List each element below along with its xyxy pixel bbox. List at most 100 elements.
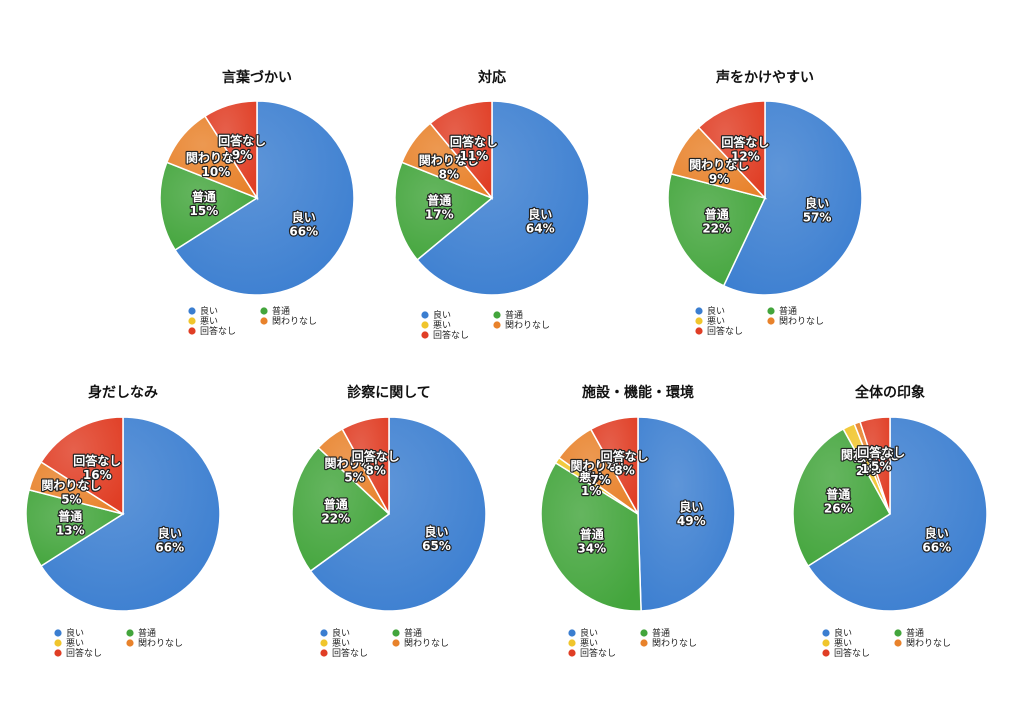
legend-label-bad: 悪い	[200, 316, 218, 327]
chart-title: 全体の印象	[854, 384, 925, 401]
legend-swatch-normal	[894, 629, 902, 637]
legend-label-not-involved: 関わりなし	[138, 638, 183, 649]
legend-label-good: 良い	[332, 627, 350, 639]
pie-slice-no-answer	[589, 416, 639, 517]
slice-label-good: 良い 64%	[526, 207, 555, 236]
legend-swatch-not-involved	[894, 639, 902, 647]
legend-swatch-normal	[126, 629, 134, 637]
legend-swatch-good	[695, 307, 703, 315]
legend-label-normal: 普通	[138, 627, 156, 639]
legend-label-bad: 悪い	[580, 638, 598, 649]
slice-label-normal: 普通 15%	[190, 189, 219, 218]
pie-slice-good	[722, 100, 863, 296]
slice-label-normal: 普通 26%	[824, 487, 853, 516]
legend-label-normal: 普通	[906, 627, 924, 639]
legend-swatch-normal	[767, 307, 775, 315]
slice-label-not-involved: 関わりなし 5%	[324, 457, 384, 485]
legend-label-no-answer: 回答なし	[332, 647, 368, 659]
legend-label-good: 良い	[834, 627, 852, 639]
legend-label-good: 良い	[66, 627, 84, 639]
slice-label-normal: 普通 17%	[425, 192, 454, 221]
legend-swatch-normal	[640, 629, 648, 637]
legend-swatch-no-answer	[188, 327, 196, 335]
legend-swatch-bad	[421, 321, 429, 329]
legend-swatch-no-answer	[822, 649, 830, 657]
slice-label-bad: 悪い 1%	[579, 470, 603, 498]
slice-label-not-involved: 関わりなし 8%	[419, 154, 479, 182]
slice-label-normal: 普通 34%	[577, 527, 606, 556]
legend-swatch-normal	[392, 629, 400, 637]
legend-label-no-answer: 回答なし	[834, 647, 870, 659]
legend-swatch-no-answer	[54, 649, 62, 657]
pie-slice-good	[174, 100, 355, 296]
slice-label-bad: 悪い 2%	[854, 450, 878, 478]
slice-label-not-involved: 関わりなし 1%	[841, 448, 901, 476]
legend-swatch-good	[421, 311, 429, 319]
legend-label-not-involved: 関わりなし	[779, 316, 824, 327]
legend-swatch-good	[822, 629, 830, 637]
legend-label-no-answer: 回答なし	[200, 325, 236, 337]
pie-slice-normal	[540, 461, 642, 612]
slice-label-good: 良い 65%	[422, 524, 451, 553]
chart-title: 身だしなみ	[88, 384, 158, 401]
chart-title: 対応	[477, 69, 506, 86]
legend-swatch-not-involved	[767, 317, 775, 325]
slice-label-good: 良い 66%	[922, 526, 951, 555]
slice-label-normal: 普通 13%	[56, 508, 85, 537]
pie-slice-normal	[159, 161, 259, 252]
pie-slice-good	[416, 100, 590, 296]
pie-slice-normal	[667, 172, 767, 287]
legend-label-not-involved: 関わりなし	[272, 316, 317, 327]
pie-slice-no-answer	[40, 416, 124, 516]
legend-label-no-answer: 回答なし	[433, 329, 469, 341]
legend-swatch-not-involved	[493, 321, 501, 329]
legend-label-normal: 普通	[272, 305, 290, 317]
legend-swatch-good	[188, 307, 196, 315]
legend-swatch-good	[568, 629, 576, 637]
slice-label-no-answer: 回答なし 8%	[601, 448, 649, 477]
legend-swatch-no-answer	[320, 649, 328, 657]
slice-label-no-answer: 回答なし 9%	[218, 133, 266, 162]
pie-slice-normal	[792, 427, 891, 568]
legend-label-bad: 悪い	[834, 638, 852, 649]
slice-label-not-involved: 関わりなし 9%	[689, 158, 749, 186]
legend-swatch-bad	[822, 639, 830, 647]
legend-swatch-bad	[568, 639, 576, 647]
legend-swatch-good	[54, 629, 62, 637]
legend-swatch-good	[320, 629, 328, 637]
pie-slice-no-answer	[697, 100, 766, 200]
pie-slice-normal	[291, 446, 391, 573]
legend-swatch-no-answer	[421, 331, 429, 339]
pie-slice-normal	[25, 488, 125, 568]
slice-label-good: 良い 66%	[289, 210, 318, 239]
slice-label-good: 良い 57%	[803, 196, 832, 225]
chart-title: 診察に関して	[347, 384, 431, 401]
slice-label-no-answer: 回答なし 8%	[352, 448, 400, 477]
slice-label-no-answer: 回答なし 5%	[857, 444, 905, 473]
legend-swatch-normal	[493, 311, 501, 319]
legend-label-bad: 悪い	[707, 316, 725, 327]
legend-swatch-not-involved	[640, 639, 648, 647]
legend-label-bad: 悪い	[66, 638, 84, 649]
legend-label-bad: 悪い	[332, 638, 350, 649]
legend-label-not-involved: 関わりなし	[505, 320, 550, 331]
chart-title: 施設・機能・環境	[582, 384, 694, 401]
legend-swatch-not-involved	[126, 639, 134, 647]
slice-label-good: 良い 49%	[677, 499, 706, 528]
legend-label-bad: 悪い	[433, 320, 451, 331]
slice-label-no-answer: 回答なし 12%	[721, 134, 769, 163]
legend-swatch-not-involved	[260, 317, 268, 325]
legend-label-no-answer: 回答なし	[707, 325, 743, 337]
pie-slice-good	[309, 416, 487, 612]
slice-label-not-involved: 関わりなし 10%	[186, 151, 246, 179]
chart-title: 声をかけやすい	[715, 69, 814, 86]
